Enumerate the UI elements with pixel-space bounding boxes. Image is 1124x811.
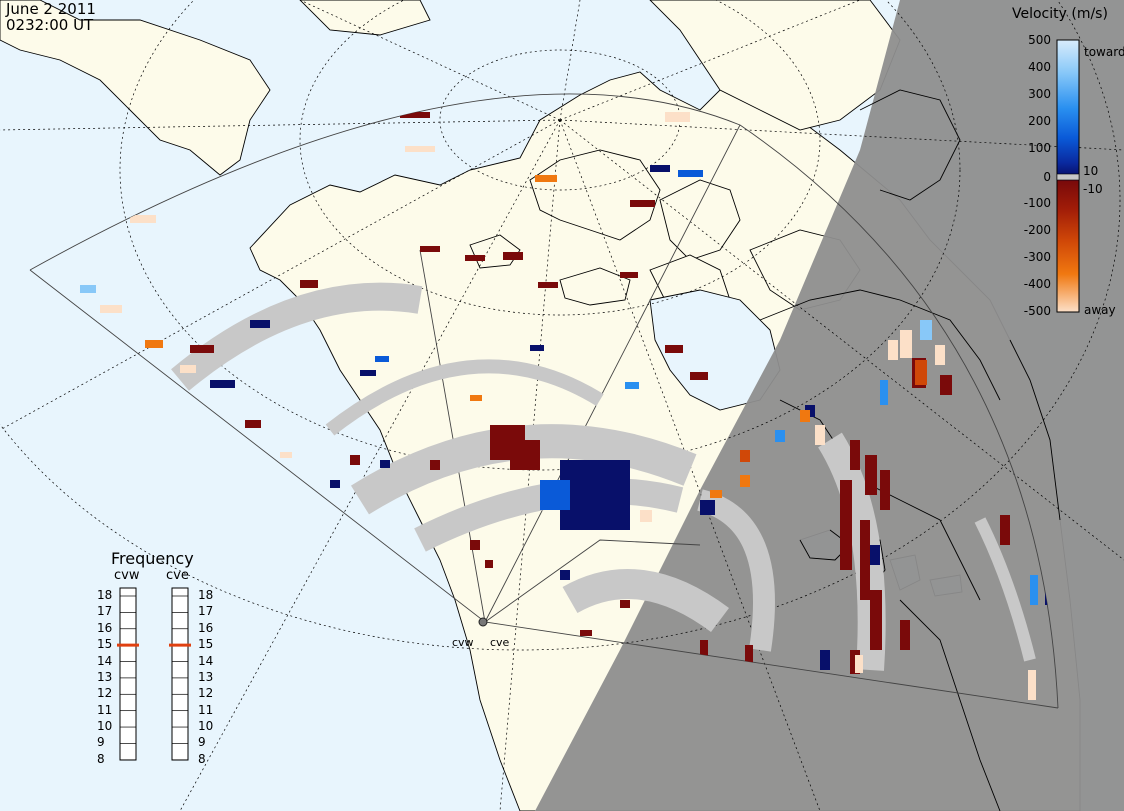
frequency-tick-label: 12: [97, 686, 113, 701]
frequency-tick-label: 10: [97, 719, 113, 734]
velocity-echoes: [80, 112, 1053, 700]
velocity-tick-label: 10: [1083, 164, 1099, 178]
frequency-title: Frequency: [111, 549, 194, 568]
velocity-tick-label: -10: [1083, 182, 1103, 196]
velocity-tick-label: 400: [1028, 60, 1051, 74]
velocity-tick-label: 100: [1028, 141, 1051, 155]
frequency-tick-label: 11: [97, 702, 113, 717]
frequency-gauge-cvw: [119, 587, 137, 761]
velocity-tick-label: -500: [1023, 304, 1051, 318]
velocity-tick-label: -100: [1023, 196, 1051, 210]
frequency-tick-label: 9: [97, 735, 105, 750]
velocity-tick-label: -200: [1023, 223, 1051, 237]
frequency-tick-label: 8: [198, 751, 206, 766]
frequency-tick-label: 8: [97, 751, 105, 766]
velocity-zero-band: [1056, 173, 1080, 181]
frequency-tick-label: 16: [97, 620, 113, 635]
frequency-tick-label: 14: [198, 653, 214, 668]
velocity-title: Velocity (m/s): [1012, 6, 1108, 22]
frequency-tick-label: 13: [97, 669, 113, 684]
frequency-tick-label: 18: [97, 588, 113, 602]
radar-site-marker: [478, 617, 488, 627]
frequency-tick-label: 11: [198, 702, 214, 717]
velocity-tick-label: -400: [1023, 277, 1051, 291]
frequency-tick-label: 16: [198, 620, 214, 635]
velocity-tick-label: -300: [1023, 250, 1051, 264]
frequency-tick-label: 13: [198, 669, 214, 684]
velocity-tick-label: 300: [1028, 87, 1051, 101]
frequency-tick-label: 9: [198, 735, 206, 750]
velocity-tick-label: 500: [1028, 33, 1051, 47]
site-label-cve: cve: [490, 636, 510, 649]
frequency-tick-label: 18: [198, 588, 214, 602]
frequency-tick-label: 12: [198, 686, 214, 701]
frequency-tick-label: 15: [198, 637, 214, 652]
cvw-gauge-label: cvw: [114, 568, 140, 583]
frequency-tick-label: 10: [198, 719, 214, 734]
frequency-tick-label: 15: [97, 637, 113, 652]
away-label: away: [1084, 303, 1116, 317]
time-label: 0232:00 UT: [6, 16, 94, 34]
date-label: June 2 2011: [6, 0, 96, 18]
toward-label: toward: [1084, 45, 1124, 59]
velocity-tick-label: 0: [1043, 170, 1051, 184]
frequency-gauge-cve: [171, 587, 189, 761]
cve-gauge-label: cve: [166, 568, 189, 583]
frequency-tick-label: 14: [97, 653, 113, 668]
frequency-tick-label: 17: [97, 604, 113, 619]
velocity-tick-label: 200: [1028, 114, 1051, 128]
frequency-tick-label: 17: [198, 604, 214, 619]
site-label-cvw: cvw: [452, 636, 474, 649]
